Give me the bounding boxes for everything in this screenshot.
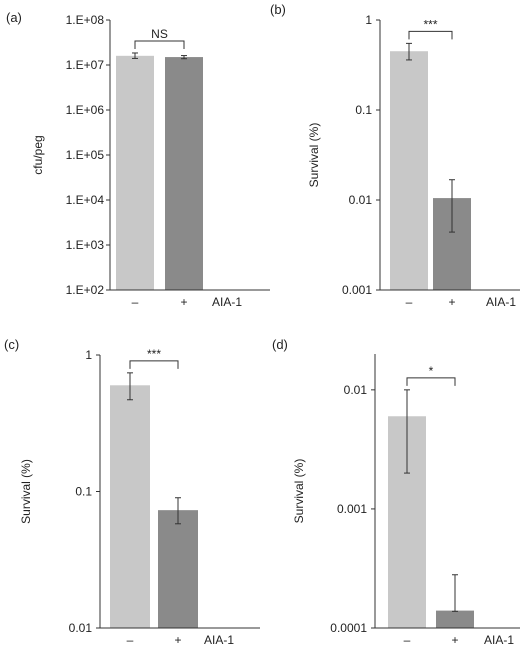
bar (436, 610, 474, 628)
bar (390, 51, 428, 290)
y-tick-label: 0.001 (342, 283, 372, 297)
significance-label: * (429, 364, 434, 378)
chart-panel-a: (a) cfu/peg 1.E+02 1.E+03 1.E+04 1.E+05 1.E+06… (6, 10, 270, 309)
chart-panel-d: (d) Survival (%) 0.0001 0.001 0.01 – + AIA-1 * (272, 337, 520, 647)
panel-label: (c) (4, 337, 19, 352)
group-label: AIA-1 (204, 633, 234, 647)
significance-bracket (406, 377, 456, 386)
x-category-label: + (174, 633, 181, 647)
x-category-label: – (132, 295, 139, 309)
y-tick-label: 0.1 (75, 485, 92, 499)
x-category-label: + (180, 295, 187, 309)
bar (158, 510, 198, 628)
error-bar (181, 55, 187, 60)
significance-bracket (129, 360, 179, 369)
y-axis-label: cfu/peg (31, 135, 45, 174)
y-tick-label: 1.E+02 (66, 283, 105, 297)
significance-label: NS (151, 27, 168, 41)
group-label: AIA-1 (486, 295, 516, 309)
error-bar (404, 389, 410, 474)
error-bar (132, 52, 138, 59)
y-tick-label: 1 (365, 13, 372, 27)
panel-label: (d) (272, 337, 288, 352)
bar (110, 385, 150, 628)
y-tick-label: 1.E+07 (66, 58, 105, 72)
bar (116, 55, 154, 290)
error-bar (449, 179, 455, 233)
significance-bracket (134, 40, 185, 49)
x-category-label: – (127, 633, 134, 647)
error-bar (175, 497, 181, 525)
y-tick-label: 0.01 (69, 621, 93, 635)
y-tick-label: 1.E+05 (66, 148, 105, 162)
x-category-label: + (451, 633, 458, 647)
error-bar (406, 42, 412, 61)
y-axis-label: Survival (%) (292, 459, 306, 524)
error-bar (452, 574, 458, 612)
chart-panel-c: (c) Survival (%) 0.01 0.1 1 – + AIA-1 *** (4, 337, 260, 647)
y-tick-label: 1.E+06 (66, 103, 105, 117)
x-category-label: – (406, 295, 413, 309)
y-tick-label: 0.01 (349, 193, 373, 207)
y-tick-label: 1.E+03 (66, 238, 105, 252)
y-tick-label: 0.01 (344, 383, 368, 397)
group-label: AIA-1 (484, 633, 514, 647)
panel-label: (a) (6, 10, 22, 25)
chart-panel-b: (b) Survival (%) 0.001 0.01 0.1 1 – + AIA-1 *** (270, 2, 520, 309)
x-category-label: + (448, 295, 455, 309)
y-axis-label: Survival (%) (307, 123, 321, 188)
error-bar (127, 372, 133, 401)
panel-label: (b) (270, 2, 286, 17)
x-category-label: – (404, 633, 411, 647)
y-tick-label: 1.E+08 (66, 13, 105, 27)
y-tick-label: 0.1 (355, 103, 372, 117)
y-tick-label: 1.E+04 (66, 193, 105, 207)
y-axis-label: Survival (%) (19, 459, 33, 524)
significance-bracket (408, 30, 453, 40)
bar (165, 57, 203, 290)
y-tick-label: 1 (85, 348, 92, 362)
y-tick-label: 0.001 (337, 502, 367, 516)
y-tick-label: 0.0001 (330, 621, 367, 635)
significance-label: *** (423, 17, 437, 31)
group-label: AIA-1 (212, 295, 242, 309)
significance-label: *** (147, 347, 161, 361)
